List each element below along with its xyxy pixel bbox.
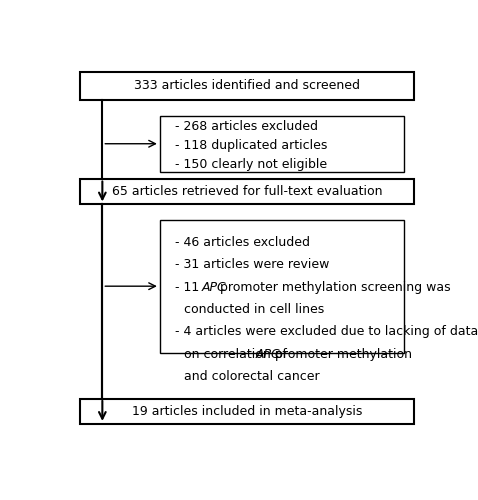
Text: on correlation of: on correlation of bbox=[184, 348, 291, 360]
Text: 19 articles included in meta-analysis: 19 articles included in meta-analysis bbox=[131, 405, 362, 418]
Text: and colorectal cancer: and colorectal cancer bbox=[184, 370, 319, 383]
Text: 333 articles identified and screened: 333 articles identified and screened bbox=[134, 80, 360, 92]
Bar bbox=[80, 399, 413, 424]
Text: conducted in cell lines: conducted in cell lines bbox=[184, 303, 324, 316]
Text: - 31 articles were review: - 31 articles were review bbox=[174, 258, 329, 272]
Text: 65 articles retrieved for full-text evaluation: 65 articles retrieved for full-text eval… bbox=[111, 186, 382, 198]
Text: - 46 articles excluded: - 46 articles excluded bbox=[174, 236, 310, 249]
Bar bbox=[80, 72, 413, 101]
Text: - 4 articles were excluded due to lacking of data: - 4 articles were excluded due to lackin… bbox=[174, 326, 478, 338]
Text: promoter methylation screening was: promoter methylation screening was bbox=[217, 280, 451, 293]
Bar bbox=[160, 116, 404, 172]
Text: APC: APC bbox=[256, 348, 281, 360]
Text: promoter methylation: promoter methylation bbox=[271, 348, 412, 360]
Text: - 118 duplicated articles: - 118 duplicated articles bbox=[174, 139, 327, 152]
Text: - 268 articles excluded: - 268 articles excluded bbox=[174, 120, 317, 134]
Text: - 11: - 11 bbox=[174, 280, 203, 293]
Text: APC: APC bbox=[202, 280, 227, 293]
Bar bbox=[80, 180, 413, 204]
Text: - 150 clearly not eligible: - 150 clearly not eligible bbox=[174, 158, 327, 170]
Bar bbox=[160, 220, 404, 352]
